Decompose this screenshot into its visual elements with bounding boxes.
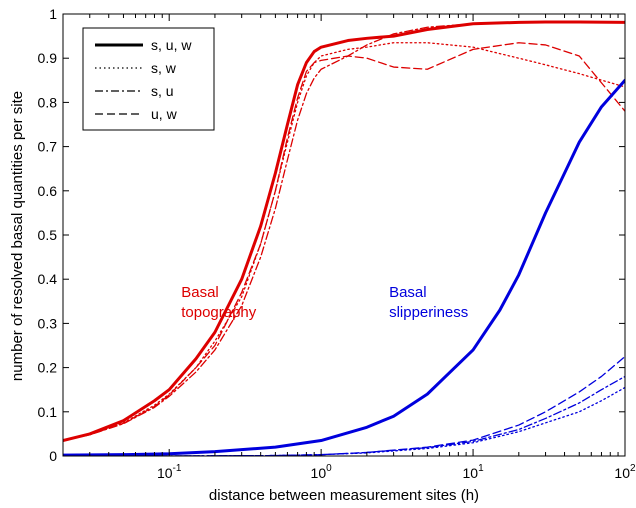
y-tick-label: 0.3 [38, 315, 58, 331]
y-tick-label: 1 [49, 6, 57, 22]
x-axis-label: distance between measurement sites (h) [209, 487, 479, 504]
x-tick-label: 10-1 [157, 463, 182, 481]
y-tick-label: 0.9 [38, 50, 58, 66]
legend-entry-label: s, w [151, 60, 177, 76]
y-tick-label: 0 [49, 448, 57, 464]
series-line-slipperiness-solid [63, 78, 625, 456]
legend-entry-label: s, u [151, 83, 174, 99]
legend-box [82, 27, 215, 131]
x-tick-label: 102 [614, 463, 636, 481]
annotation-text: Basal [181, 284, 219, 301]
y-tick-label: 0.4 [38, 271, 58, 287]
annotation-text: Basal [389, 284, 427, 301]
annotation-text: topography [181, 304, 257, 321]
y-tick-label: 0.1 [38, 404, 58, 420]
x-tick-label: 100 [311, 463, 333, 481]
y-tick-label: 0.5 [38, 227, 58, 243]
series-line-topography-dashdot [63, 21, 625, 442]
annotation-text: slipperiness [389, 304, 468, 321]
legend-entry-label: u, w [151, 106, 178, 122]
y-tick-label: 0.2 [38, 360, 58, 376]
x-tick-label: 101 [462, 463, 484, 481]
y-tick-label: 0.7 [38, 139, 58, 155]
y-tick-label: 0.8 [38, 94, 58, 110]
y-tick-label: 0.6 [38, 183, 58, 199]
y-axis-label: number of resolved basal quantities per … [9, 91, 26, 381]
legend-entry-label: s, u, w [151, 37, 192, 53]
series-line-topography-dashed [63, 42, 625, 442]
series-line-topography-dotted [63, 42, 625, 442]
